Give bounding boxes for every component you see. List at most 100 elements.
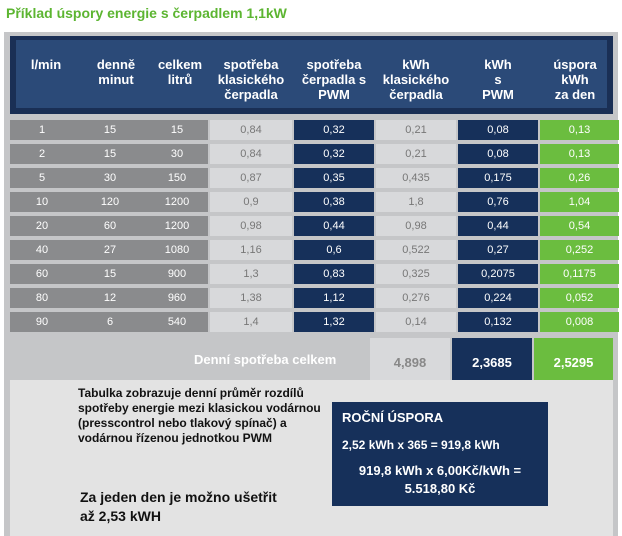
header-pwm-consumption: spotřeba čerpadla s PWM [294, 57, 374, 102]
header-text: s [494, 72, 502, 87]
annual-saving-kwh: 2,52 kWh x 365 = 919,8 kWh [342, 438, 500, 452]
table-row: 5 30 150 0,87 0,35 0,435 0,175 0,26 [10, 168, 619, 188]
cell-pwm-consumption: 1,12 [294, 288, 374, 308]
cell-classic-consumption: 0,98 [210, 216, 292, 236]
cell-lmin: 5 [10, 168, 74, 188]
header-text: za den [554, 87, 596, 102]
cell-classic-consumption: 0,84 [210, 120, 292, 140]
cell-kwh-classic: 0,325 [376, 264, 456, 284]
header-text: kWh [484, 57, 512, 72]
cell-minutes: 120 [74, 192, 146, 212]
header-text: úspora [553, 57, 597, 72]
cell-liters: 1200 [146, 216, 208, 236]
cell-pwm-consumption: 1,32 [294, 312, 374, 332]
header-text: klasického [382, 72, 450, 87]
cell-pwm-consumption: 0,6 [294, 240, 374, 260]
cell-liters: 540 [146, 312, 208, 332]
header-kwh-pwm: kWh s PWM [458, 57, 538, 102]
cell-saving: 0,008 [540, 312, 619, 332]
header-text: PWM [482, 87, 514, 102]
total-classic: 4,898 [370, 338, 450, 380]
cell-kwh-pwm: 0,2075 [458, 264, 538, 284]
cell-saving: 0,052 [540, 288, 619, 308]
table-row: 20 60 1200 0,98 0,44 0,98 0,44 0,54 [10, 216, 619, 236]
energy-table: l/min denně minut celkem litrů spotřeba … [4, 32, 619, 536]
cell-minutes: 15 [74, 144, 146, 164]
cell-minutes: 15 [74, 264, 146, 284]
header-text: litrů [167, 72, 193, 87]
table-header: l/min denně minut celkem litrů spotřeba … [10, 36, 613, 114]
header-classic-consumption: spotřeba klasického čerpadla [210, 57, 292, 102]
cell-saving: 0,26 [540, 168, 619, 188]
cell-lmin: 10 [10, 192, 74, 212]
cell-classic-consumption: 0,9 [210, 192, 292, 212]
cell-kwh-pwm: 0,175 [458, 168, 538, 188]
header-text: celkem [157, 57, 203, 72]
header-saving: úspora kWh za den [540, 57, 610, 102]
cell-kwh-pwm: 0,132 [458, 312, 538, 332]
cell-classic-consumption: 1,4 [210, 312, 292, 332]
cell-lmin: 2 [10, 144, 74, 164]
table-row: 80 12 960 1,38 1,12 0,276 0,224 0,052 [10, 288, 619, 308]
total-label: Denní spotřeba celkem [194, 352, 337, 367]
page-title: Příklad úspory energie s čerpadlem 1,1kW [6, 5, 287, 21]
cell-saving: 0,1175 [540, 264, 619, 284]
cell-lmin: 20 [10, 216, 74, 236]
cell-minutes: 27 [74, 240, 146, 260]
header-liters: celkem litrů [152, 57, 208, 87]
table-row: 60 15 900 1,3 0,83 0,325 0,2075 0,1175 [10, 264, 619, 284]
header-lmin: l/min [20, 57, 72, 72]
annual-saving-cost-result: 5.518,80 Kč [404, 481, 476, 496]
cell-liters: 900 [146, 264, 208, 284]
cell-liters: 960 [146, 288, 208, 308]
cell-kwh-classic: 0,276 [376, 288, 456, 308]
header-text: minut [98, 72, 134, 87]
cell-saving: 0,252 [540, 240, 619, 260]
header-kwh-classic: kWh klasického čerpadla [376, 57, 456, 102]
header-text: spotřeba [306, 57, 362, 72]
table-row: 10 120 1200 0,9 0,38 1,8 0,76 1,04 [10, 192, 619, 212]
cell-lmin: 40 [10, 240, 74, 260]
cell-liters: 15 [146, 120, 208, 140]
cell-kwh-pwm: 0,224 [458, 288, 538, 308]
table-row: 1 15 15 0,84 0,32 0,21 0,08 0,13 [10, 120, 619, 140]
cell-minutes: 15 [74, 120, 146, 140]
cell-classic-consumption: 1,3 [210, 264, 292, 284]
table-row: 90 6 540 1,4 1,32 0,14 0,132 0,008 [10, 312, 619, 332]
annual-saving-box: ROČNÍ ÚSPORA 2,52 kWh x 365 = 919,8 kWh … [332, 402, 548, 506]
cell-lmin: 90 [10, 312, 74, 332]
cell-saving: 0,54 [540, 216, 619, 236]
cell-liters: 150 [146, 168, 208, 188]
annual-saving-cost-formula: 919,8 kWh x 6,00Kč/kWh = [358, 463, 522, 478]
cell-kwh-pwm: 0,44 [458, 216, 538, 236]
cell-classic-consumption: 1,16 [210, 240, 292, 260]
header-text: spotřeba [223, 57, 279, 72]
daily-saving-text: Za jeden den je možno ušetřit až 2,53 kW… [80, 489, 277, 524]
header-text: klasického [217, 72, 285, 87]
cell-minutes: 60 [74, 216, 146, 236]
header-text: denně [96, 57, 136, 72]
cell-minutes: 12 [74, 288, 146, 308]
header-text: kWh [561, 72, 589, 87]
table-row: 2 15 30 0,84 0,32 0,21 0,08 0,13 [10, 144, 619, 164]
cell-pwm-consumption: 0,83 [294, 264, 374, 284]
cell-lmin: 60 [10, 264, 74, 284]
table-row: 40 27 1080 1,16 0,6 0,522 0,27 0,252 [10, 240, 619, 260]
cell-liters: 1200 [146, 192, 208, 212]
description-text: Tabulka zobrazuje denní průměr rozdílů s… [78, 386, 321, 445]
annual-saving-title: ROČNÍ ÚSPORA [342, 410, 444, 425]
cell-liters: 1080 [146, 240, 208, 260]
cell-pwm-consumption: 0,32 [294, 120, 374, 140]
cell-saving: 0,13 [540, 144, 619, 164]
cell-kwh-classic: 0,435 [376, 168, 456, 188]
cell-lmin: 1 [10, 120, 74, 140]
cell-classic-consumption: 1,38 [210, 288, 292, 308]
cell-saving: 0,13 [540, 120, 619, 140]
cell-kwh-classic: 0,98 [376, 216, 456, 236]
cell-kwh-classic: 1,8 [376, 192, 456, 212]
cell-pwm-consumption: 0,38 [294, 192, 374, 212]
header-text: čerpadla [389, 87, 443, 102]
total-pwm: 2,3685 [452, 338, 532, 380]
cell-kwh-classic: 0,522 [376, 240, 456, 260]
cell-liters: 30 [146, 144, 208, 164]
